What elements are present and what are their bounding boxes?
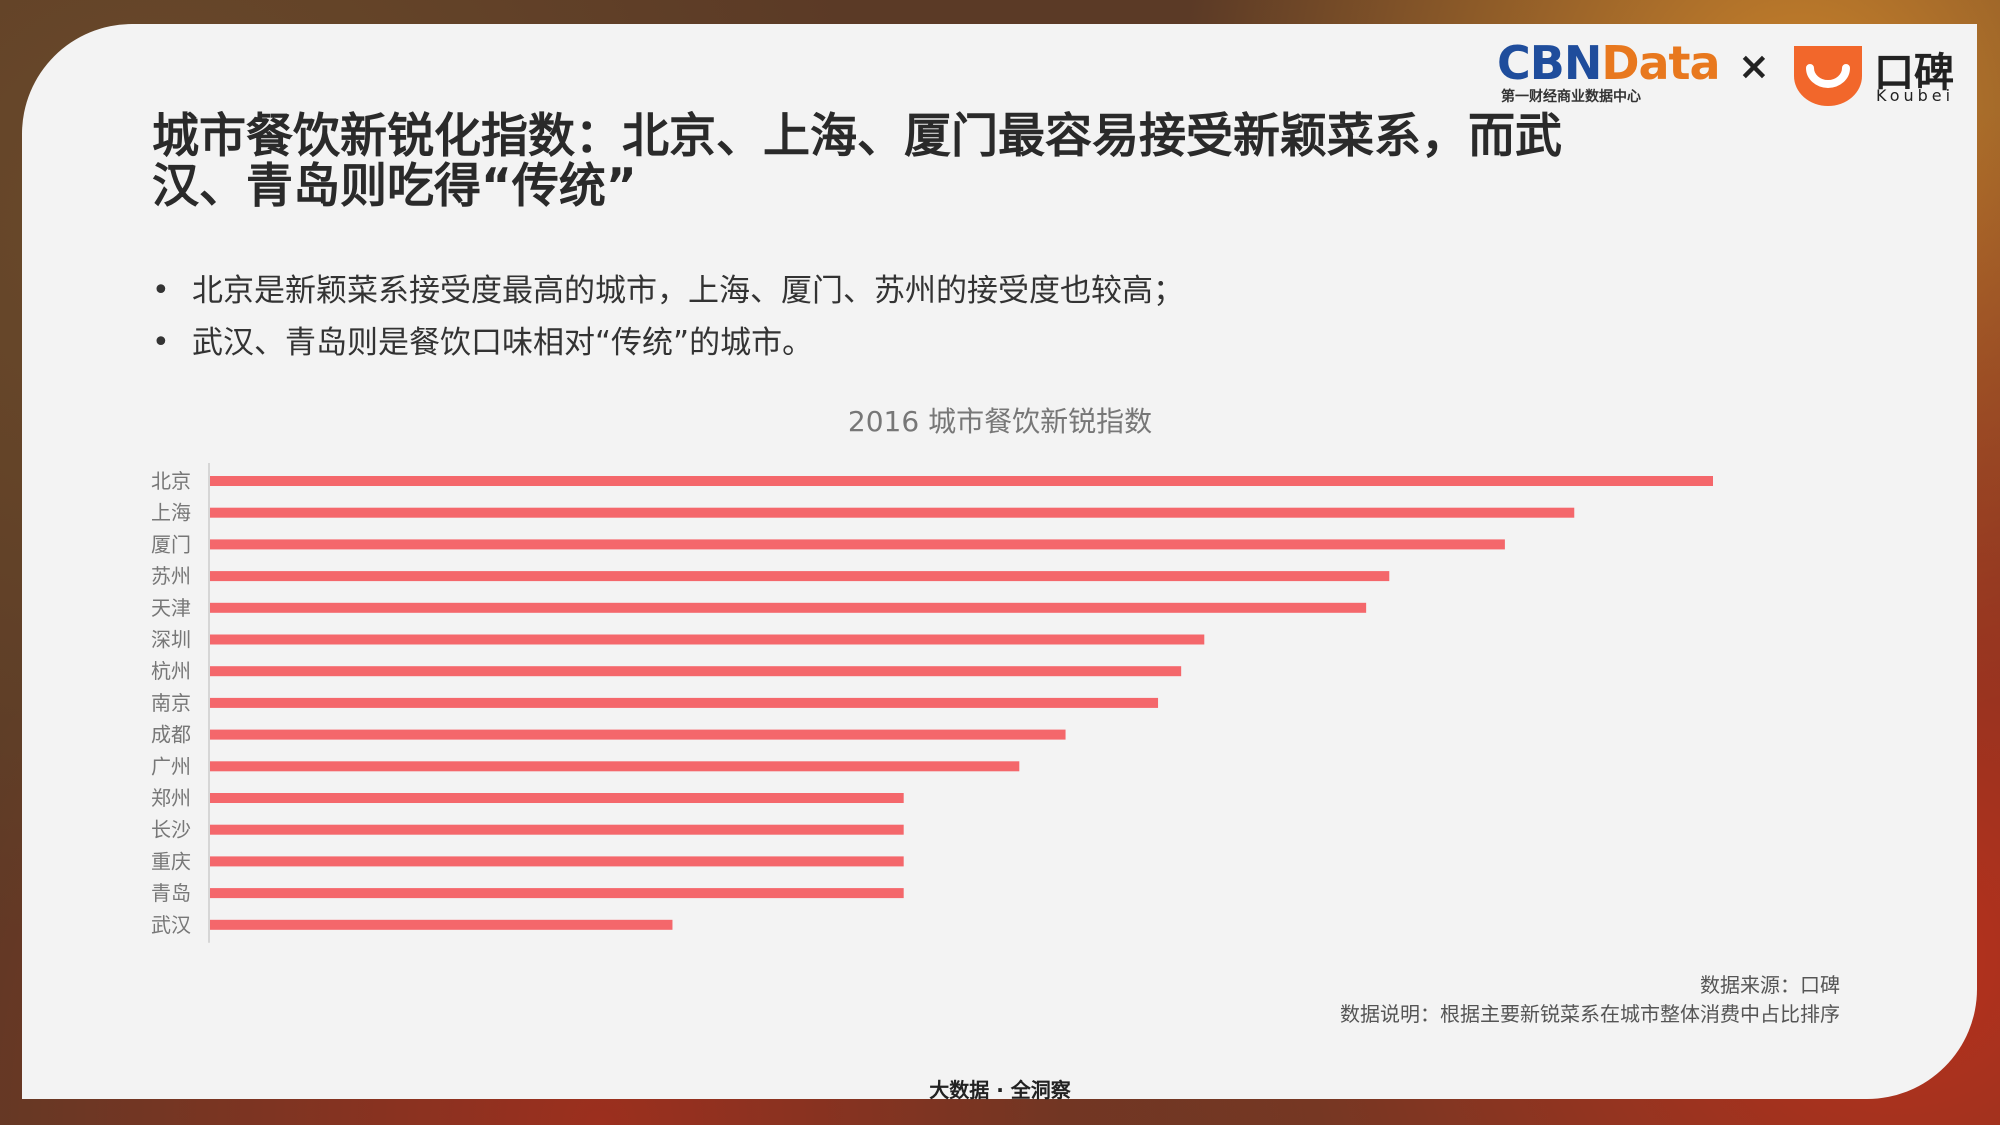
bullet-item: • 武汉、青岛则是餐饮口味相对“传统”的城市。	[150, 317, 1184, 369]
y-tick-label: 南京	[151, 691, 191, 715]
chart-title: 2016 城市餐饮新锐指数	[847, 405, 1153, 438]
bar	[210, 856, 904, 867]
footer-slogan: 大数据 · 全洞察	[929, 1078, 1071, 1102]
cbndata-logo: CBNData 第一财经商业数据中心	[1497, 36, 1721, 106]
bar	[210, 888, 904, 899]
y-tick-label: 郑州	[151, 786, 191, 810]
y-tick-label: 成都	[151, 723, 191, 747]
y-tick-label: 深圳	[151, 628, 191, 652]
bar	[210, 824, 904, 835]
data-source-note: 数据来源：口碑	[1700, 973, 1840, 997]
bullet-text: 北京是新颖菜系接受度最高的城市，上海、厦门、苏州的接受度也较高；	[192, 273, 1184, 309]
times-separator: ×	[1738, 44, 1770, 88]
bar	[210, 539, 1505, 550]
y-tick-label: 上海	[151, 501, 191, 525]
cbn-logo-part1: CBN	[1497, 36, 1602, 90]
bar	[210, 666, 1182, 677]
y-tick-label: 厦门	[151, 532, 191, 556]
bar	[210, 761, 1020, 772]
y-tick-label: 青岛	[151, 881, 191, 905]
koubei-logo-text: 口碑	[1874, 50, 1954, 96]
bar	[210, 602, 1367, 613]
data-description-note: 数据说明：根据主要新锐菜系在城市整体消费中占比排序	[1340, 1002, 1840, 1026]
bullet-list: • 北京是新颖菜系接受度最高的城市，上海、厦门、苏州的接受度也较高； • 武汉、…	[150, 265, 1184, 369]
bar	[210, 634, 1205, 645]
y-tick-label: 北京	[151, 469, 191, 493]
y-tick-label: 广州	[151, 754, 191, 778]
cbn-logo-part2: Data	[1601, 36, 1720, 90]
y-tick-label: 苏州	[151, 564, 191, 588]
y-tick-label: 重庆	[151, 849, 191, 873]
koubei-smile-icon	[1794, 46, 1862, 106]
bullet-text: 武汉、青岛则是餐饮口味相对“传统”的城市。	[192, 325, 814, 361]
bullet-item: • 北京是新颖菜系接受度最高的城市，上海、厦门、苏州的接受度也较高；	[150, 265, 1184, 317]
bullet-dot: •	[152, 273, 170, 308]
y-tick-label: 天津	[151, 596, 191, 620]
y-tick-label: 长沙	[151, 818, 191, 842]
bar	[210, 697, 1159, 708]
bullet-dot: •	[152, 325, 170, 360]
y-tick-label: 武汉	[151, 913, 191, 937]
koubei-logo-subtitle: Koubei	[1876, 86, 1955, 105]
cbn-logo-subtitle: 第一财经商业数据中心	[1501, 89, 1641, 105]
page-title: 城市餐饮新锐化指数：北京、上海、厦门最容易接受新颖菜系，而武汉、青岛则吃得“传统…	[152, 109, 1562, 214]
bar	[210, 919, 673, 930]
bar	[210, 729, 1066, 740]
bar	[210, 507, 1575, 518]
bar	[210, 476, 1713, 486]
bar	[210, 571, 1390, 582]
y-tick-label: 杭州	[151, 659, 191, 683]
bar	[210, 793, 904, 803]
